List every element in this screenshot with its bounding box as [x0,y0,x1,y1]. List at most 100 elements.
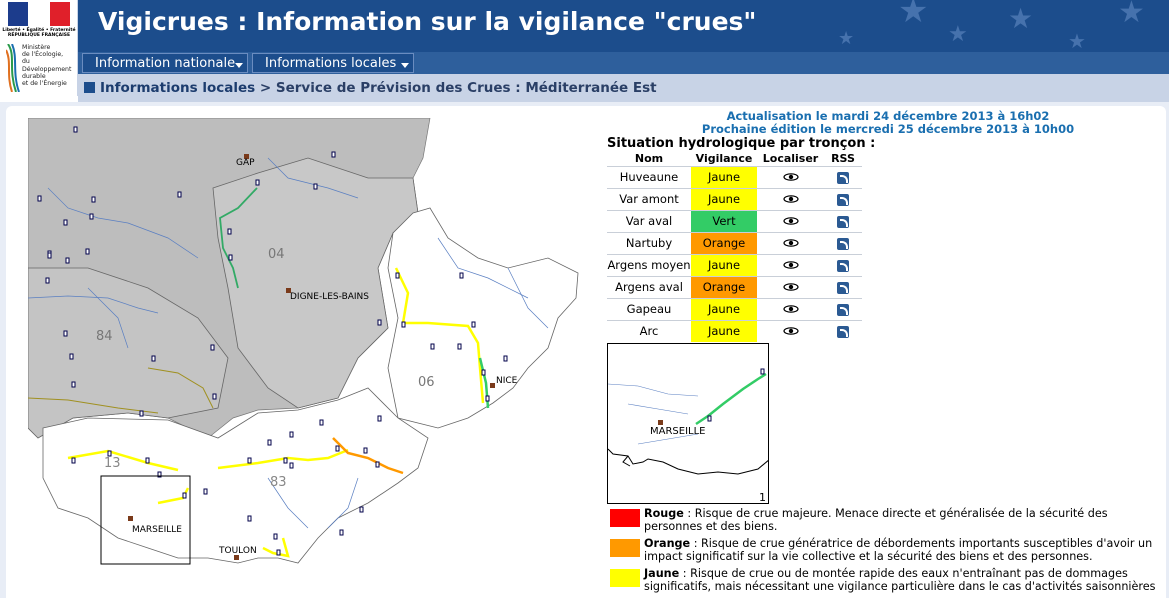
rss-cell [824,187,862,210]
eye-icon[interactable] [782,261,799,269]
legend-swatch [610,569,640,587]
legend: Rouge : Risque de crue majeure. Menace d… [608,507,1164,598]
eye-icon[interactable] [782,217,799,225]
legend-item-orange: Orange : Risque de crue génératrice de d… [608,537,1164,563]
legend-level: Rouge [644,507,684,520]
rss-icon[interactable] [837,171,849,184]
star-icon: ★ [838,28,855,49]
river-line [87,287,129,349]
river-line [437,237,529,299]
department-06 [387,207,579,429]
ministry-line: du Développement [22,58,72,73]
eye-icon[interactable] [782,239,799,247]
river-argens-aval [332,437,404,475]
breadcrumb-section[interactable]: Informations locales [100,80,256,96]
river-argens-moyen [217,448,349,470]
vigilance-level: Jaune [691,319,757,342]
main-nav: Information nationale Informations local… [78,52,1169,74]
eye-icon[interactable] [782,283,799,291]
vigilance-level: Vert [691,209,757,232]
rss-icon[interactable] [837,303,849,316]
next-edition-date: Prochaine édition le mercredi 25 décembr… [701,122,1075,136]
vigilance-level: Orange [691,231,757,254]
square-bullet-icon [84,82,95,93]
legend-level: Jaune [644,567,680,580]
table-row: Nartuby Orange [607,231,862,254]
legend-text: : Risque de crue ou de montée rapide des… [644,567,1156,593]
ministry-line: et de l'Énergie [22,80,67,88]
minimap-city-label: MARSEILLE [650,426,706,437]
breadcrumb: Informations locales > Service de Prévis… [84,80,657,96]
city-toulon-label: TOULON [218,546,257,556]
ministry-logo[interactable]: Liberté • Égalité • Fraternité RÉPUBLIQU… [0,0,78,96]
section-name: Argens moyen [607,253,691,276]
river-line [28,295,159,314]
localize-cell [757,275,824,298]
rss-cell [824,319,862,342]
department-04 [212,157,419,409]
eye-icon[interactable] [782,195,799,203]
table-row: Gapeau Jaune [607,297,862,320]
river-line [267,157,359,199]
river-var-amont [394,267,485,404]
localize-cell [757,187,824,210]
situation-table-body: Huveaune Jaune Var amont Jaune Var aval Vert N… [607,165,862,342]
inset-frame[interactable] [100,475,191,565]
legend-item-jaune: Jaune : Risque de crue ou de montée rapi… [608,567,1164,593]
table-row: Var amont Jaune [607,187,862,210]
legend-text: : Risque de crue génératrice de débordem… [644,537,1153,563]
vigilance-map[interactable]: GAP DIGNE-LES-BAINS NICE MARSEILLE TOULO… [28,118,600,598]
section-name: Arc [607,319,691,342]
river-line [327,477,359,529]
rss-icon[interactable] [837,215,849,228]
section-name: Var aval [607,209,691,232]
eye-icon[interactable] [782,173,799,181]
star-icon: ★ [1068,29,1086,52]
localize-cell [757,165,824,188]
rss-cell [824,231,862,254]
department-04-label: 04 [268,247,285,262]
vigilance-level: Jaune [691,165,757,188]
river-line [28,397,159,414]
breadcrumb-separator: > [255,80,276,96]
rss-icon[interactable] [837,237,849,250]
situation-title: Situation hydrologique par tronçon : [607,136,876,151]
department-84 [28,267,229,439]
river-line [147,367,214,409]
nav-information-nationale[interactable]: Information nationale [82,53,248,73]
rss-icon[interactable] [837,325,849,338]
river-green-north [219,187,258,289]
rss-cell [824,275,862,298]
republic-label: RÉPUBLIQUE FRANÇAISE [7,33,71,38]
department-83-label: 83 [270,475,287,490]
table-header-row: Nom Vigilance Localiser RSS [607,152,862,166]
star-icon: ★ [948,22,968,47]
department-06-label: 06 [418,375,435,390]
table-row: Argens moyen Jaune [607,253,862,276]
column-header-nom: Nom [634,152,664,166]
rss-icon[interactable] [837,281,849,294]
rss-cell [824,209,862,232]
rss-cell [824,165,862,188]
column-header-rss: RSS [831,152,855,166]
nav-informations-locales[interactable]: Informations locales [252,53,414,73]
eye-icon[interactable] [782,305,799,313]
ministry-stripes-icon [6,44,20,92]
station-markers [37,126,508,556]
legend-item-rouge: Rouge : Risque de crue majeure. Menace d… [608,507,1164,533]
rss-icon[interactable] [837,193,849,206]
legend-text: : Risque de crue majeure. Menace directe… [644,507,1108,533]
localize-cell [757,253,824,276]
eye-icon[interactable] [782,327,799,336]
locator-minimap[interactable]: MARSEILLE 1 [607,343,769,504]
nav-item-label: Information nationale [95,56,236,71]
vigilance-level: Orange [691,275,757,298]
star-icon: ★ [1008,2,1034,35]
ministry-line: durable [22,72,46,80]
rss-cell [824,297,862,320]
rss-icon[interactable] [837,259,849,272]
column-header-vigilance: Vigilance [695,152,753,166]
city-digne-label: DIGNE-LES-BAINS [290,292,369,302]
localize-cell [757,297,824,320]
